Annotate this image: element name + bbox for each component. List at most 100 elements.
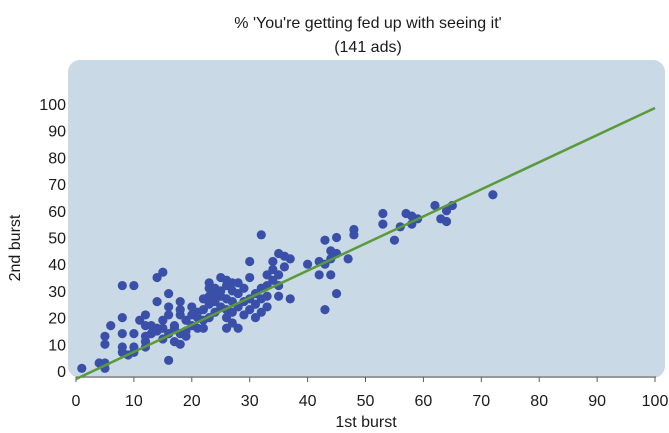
data-point xyxy=(268,256,278,267)
data-point xyxy=(389,235,400,245)
data-point xyxy=(158,315,168,325)
y-tick-label: 10 xyxy=(48,337,66,354)
data-point xyxy=(198,304,208,315)
data-point xyxy=(221,313,232,323)
data-point xyxy=(210,296,220,307)
data-point xyxy=(164,310,174,320)
data-point xyxy=(129,342,139,352)
data-point xyxy=(250,313,261,323)
y-tick-label: 70 xyxy=(48,177,66,194)
y-tick-label: 0 xyxy=(57,364,66,381)
data-point xyxy=(262,291,272,301)
data-point xyxy=(279,262,290,272)
data-point xyxy=(181,315,191,325)
data-point xyxy=(106,321,116,331)
data-point xyxy=(441,206,452,216)
data-point xyxy=(239,283,249,293)
data-point xyxy=(117,313,127,323)
x-tick-label: 0 xyxy=(72,393,81,410)
data-point xyxy=(314,270,324,280)
data-point xyxy=(77,363,87,373)
data-point xyxy=(378,219,388,229)
x-tick-label: 100 xyxy=(642,393,669,410)
data-point xyxy=(129,329,139,339)
y-axis-ticks: 0 10 20 30 40 50 60 70 80 90 100 xyxy=(39,97,66,381)
x-tick-label: 90 xyxy=(588,393,606,410)
data-point xyxy=(164,288,174,299)
data-point xyxy=(285,254,295,264)
y-tick-label: 100 xyxy=(39,97,66,114)
data-point xyxy=(129,280,139,291)
data-point xyxy=(164,302,174,312)
y-axis-label: 2nd burst xyxy=(7,214,24,281)
y-tick-label: 40 xyxy=(48,257,66,274)
data-point xyxy=(245,304,255,315)
data-point xyxy=(216,286,226,296)
x-axis-label: 1st burst xyxy=(335,414,397,431)
data-point xyxy=(331,232,342,243)
x-tick-label: 60 xyxy=(415,393,433,410)
data-point xyxy=(198,323,208,333)
x-tick-label: 40 xyxy=(299,393,317,410)
data-point xyxy=(227,307,237,317)
data-point xyxy=(488,190,498,200)
data-point xyxy=(233,323,243,333)
data-point xyxy=(239,310,249,320)
data-point xyxy=(326,270,336,280)
data-point xyxy=(326,246,336,256)
x-tick-label: 20 xyxy=(183,393,201,410)
data-point xyxy=(430,200,440,211)
data-point xyxy=(117,329,127,339)
data-point xyxy=(152,296,162,307)
trendline xyxy=(75,106,656,381)
data-point xyxy=(268,275,278,285)
data-point xyxy=(135,315,145,325)
data-point xyxy=(331,288,342,299)
data-point xyxy=(378,208,388,219)
data-point xyxy=(164,355,174,365)
data-point xyxy=(349,224,359,235)
data-point xyxy=(256,307,266,317)
data-point xyxy=(245,256,255,267)
data-point xyxy=(274,291,284,301)
data-point xyxy=(100,339,110,349)
y-tick-label: 80 xyxy=(48,150,66,167)
data-point xyxy=(303,259,313,269)
data-point xyxy=(441,216,452,227)
data-point xyxy=(117,280,127,291)
data-point xyxy=(233,288,243,299)
y-tick-label: 90 xyxy=(48,124,66,141)
data-point xyxy=(256,230,266,240)
data-point xyxy=(274,270,284,280)
data-point xyxy=(320,304,330,315)
data-point xyxy=(152,272,162,283)
x-tick-label: 70 xyxy=(472,393,490,410)
data-point xyxy=(285,294,295,304)
x-axis-ticks: 0 10 20 30 40 50 60 70 80 90 100 xyxy=(72,377,669,410)
data-point xyxy=(100,331,110,341)
data-point xyxy=(250,299,261,309)
data-point xyxy=(233,278,243,288)
data-point xyxy=(268,264,278,275)
data-point xyxy=(227,318,237,328)
data-point xyxy=(262,302,272,312)
data-point xyxy=(262,270,272,280)
data-point xyxy=(175,339,185,349)
y-tick-label: 30 xyxy=(48,284,66,301)
data-point xyxy=(187,302,197,312)
data-point xyxy=(221,323,232,333)
data-point xyxy=(175,296,185,307)
x-tick-label: 80 xyxy=(530,393,548,410)
data-point xyxy=(158,267,168,277)
data-point xyxy=(175,304,185,315)
data-point xyxy=(140,310,151,320)
chart-subtitle: (141 ads) xyxy=(334,39,402,56)
data-point xyxy=(320,235,330,245)
y-tick-label: 50 xyxy=(48,231,66,248)
data-point xyxy=(204,278,214,288)
chart-title: % 'You're getting fed up with seeing it' xyxy=(234,15,501,32)
data-point xyxy=(158,323,168,333)
x-tick-label: 10 xyxy=(125,393,143,410)
data-point xyxy=(343,254,353,264)
